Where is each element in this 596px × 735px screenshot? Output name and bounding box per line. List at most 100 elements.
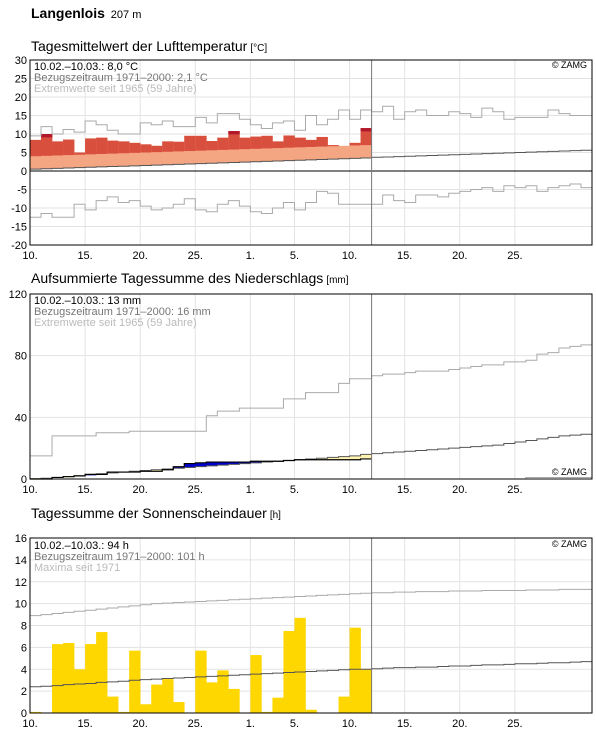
y-tick-label: 25 [15,74,27,86]
x-tick-label: 25. [188,484,203,496]
station-heading: Langenlois 207 m [31,5,141,21]
y-tick-label: 30 [15,55,27,67]
x-tick-label: 15. [77,250,92,262]
temperature-bar-upper [272,141,284,149]
temperature-bar-lower [250,136,262,162]
temperature-bar-lower [173,141,185,165]
sunshine-title-text: Tagessumme der Sonnenscheindauer [31,505,267,521]
y-tick-label: 40 [15,412,27,424]
y-tick-label: -10 [11,203,27,215]
precipitation-surplus-bar [206,462,218,466]
temperature-bar-lower [129,142,141,166]
reference-summary: Bezugszeitraum 1971–2000: 16 mm [34,306,211,318]
x-tick-label: 15. [77,484,92,496]
x-tick-label: 1. [246,250,255,262]
y-tick-label: 5 [21,148,27,160]
temperature-bar-upper [283,135,295,148]
sunshine-bar [30,711,42,713]
temperature-bar-lower [206,141,218,164]
temperature-bar-upper [52,141,64,156]
y-tick-label: 0 [21,474,27,486]
y-tick-label: -5 [17,185,27,197]
x-tick-label: 15. [397,484,412,496]
precipitation-surplus-bar [250,461,262,463]
sunshine-chart-title: Tagessumme der Sonnenscheindauer [h] [31,505,281,521]
min-extreme-line [30,183,592,218]
y-tick-label: -20 [11,240,27,252]
x-tick-label: 25. [507,250,522,262]
temperature-bar-lower [217,137,229,163]
y-tick-label: 4 [21,664,27,676]
sunshine-bar [52,644,64,713]
temperature-bar-lower [327,145,339,160]
sunshine-unit: [h] [269,510,281,521]
temperature-chart-title: Tagesmittelwert der Lufttemperatur [°C] [31,38,267,54]
max-extreme-line [30,588,592,617]
x-tick-label: 5. [290,718,299,730]
x-tick-label: 10. [342,250,357,262]
temperature-bar-lower [338,145,350,159]
temperature-bar-lower [162,141,174,165]
sunshine-bar [349,627,361,713]
sunshine-bar [173,702,185,713]
sunshine-bar [140,704,152,713]
sunshine-bar [338,696,350,713]
temperature-bar-upper [30,139,42,157]
x-tick-label: 20. [452,718,467,730]
sunshine-bar [360,669,372,713]
precipitation-chart-title: Aufsummierte Tagessumme des Niederschlag… [31,270,349,286]
x-tick-label: 25. [507,484,522,496]
temperature-bar-lower [283,135,295,161]
temperature-bar-lower [151,145,163,166]
temperature-bar-upper [239,137,251,150]
x-tick-label: 10. [342,484,357,496]
sunshine-bar [206,682,218,713]
precipitation-deficit-bar [316,458,328,460]
sunshine-bar [162,679,174,713]
x-tick-label: 5. [290,250,299,262]
temperature-bar-upper [96,137,108,154]
precipitation-deficit-bar [360,454,372,459]
precipitation-surplus-bar [217,462,229,466]
temperature-bar-lower [261,135,273,162]
y-tick-label: -15 [11,222,27,234]
reference-summary: Bezugszeitraum 1971–2000: 101 h [34,551,205,563]
temperature-bar-upper [261,135,273,149]
sunshine-bar [129,650,141,713]
x-tick-label: 10. [22,718,37,730]
y-tick-label: 8 [21,621,27,633]
accumulated-precipitation-line [30,458,372,480]
plot-frame [29,293,593,480]
y-tick-label: 80 [15,351,27,363]
x-tick-label: 25. [507,718,522,730]
x-tick-label: 1. [246,484,255,496]
temperature-bar-lower [140,144,152,166]
precipitation-surplus-bar [184,463,196,468]
sunshine-bar [294,617,306,713]
sunshine-bar [118,711,130,713]
temperature-bar-upper [151,145,163,153]
temperature-bar-upper [85,138,97,155]
precipitation-title-text: Aufsummierte Tagessumme des Niederschlag… [31,270,324,286]
x-tick-label: 25. [188,718,203,730]
temperature-bar-upper [63,139,75,156]
period-summary: 10.02.–10.03.: 94 h [34,540,129,552]
precipitation-deficit-bar [327,457,339,460]
y-tick-label: 6 [21,642,27,654]
max-extreme-line [30,105,592,137]
precipitation-surplus-bar [239,462,251,464]
temperature-bar-upper [118,141,130,154]
sunshine-bar [283,630,295,713]
x-tick-label: 1. [246,718,255,730]
temperature-bar-upper [305,139,317,147]
sunshine-bar [74,669,86,713]
reference-summary: Bezugszeitraum 1971–2000: 2,1 °C [34,72,208,84]
sunshine-bar [85,644,97,713]
temperature-bar-upper [74,152,86,155]
y-tick-label: 0 [21,708,27,720]
y-tick-label: 2 [21,686,27,698]
y-tick-label: 12 [15,577,27,589]
sunshine-bar [305,709,317,713]
x-tick-label: 20. [452,250,467,262]
